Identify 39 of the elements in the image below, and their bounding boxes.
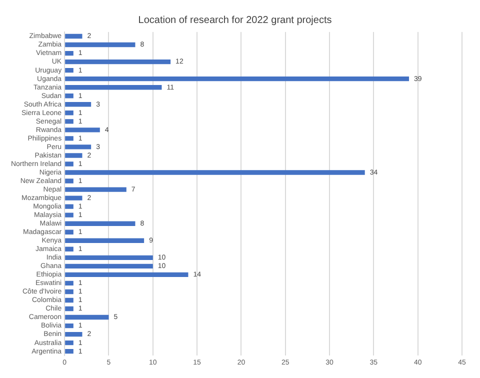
bar xyxy=(65,246,74,252)
bar xyxy=(65,94,74,98)
bar xyxy=(65,204,74,209)
bar xyxy=(65,162,74,166)
bar xyxy=(65,59,171,64)
bar xyxy=(65,332,82,337)
bar xyxy=(65,280,74,286)
bar xyxy=(65,212,74,218)
bar xyxy=(65,119,74,124)
bar xyxy=(65,153,82,158)
bar xyxy=(65,264,153,269)
bar xyxy=(65,289,74,294)
bar xyxy=(65,85,162,90)
bar xyxy=(65,136,74,141)
bar xyxy=(65,42,136,48)
bar xyxy=(65,349,74,354)
bar xyxy=(65,144,92,150)
bar xyxy=(65,128,100,132)
bar xyxy=(65,314,109,320)
bar xyxy=(65,110,74,116)
bar xyxy=(65,272,188,278)
bar xyxy=(65,76,410,82)
bar xyxy=(65,178,74,184)
bar xyxy=(65,340,74,346)
bar xyxy=(65,68,74,73)
bar xyxy=(65,34,82,39)
bar xyxy=(65,221,136,226)
bar xyxy=(65,255,153,260)
bar xyxy=(65,238,144,243)
bar xyxy=(65,306,74,312)
bar xyxy=(65,323,74,328)
bar xyxy=(65,187,126,192)
bar xyxy=(65,230,74,234)
chart-title: Location of research for 2022 grant projects xyxy=(138,14,332,26)
bar xyxy=(65,196,82,200)
bar xyxy=(65,102,92,107)
bar xyxy=(65,50,74,56)
bar xyxy=(65,298,74,303)
bar xyxy=(65,170,365,175)
